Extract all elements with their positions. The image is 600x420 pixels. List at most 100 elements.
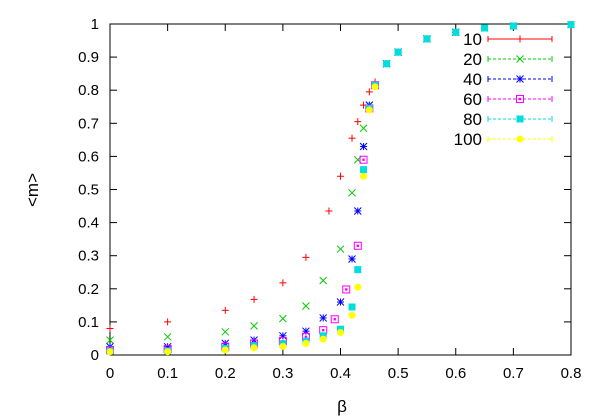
data-point: [106, 348, 114, 356]
data-point: [360, 166, 368, 174]
data-point: [330, 315, 339, 324]
y-tick-label: 0.1: [78, 314, 99, 331]
y-tick-label: 1: [91, 16, 99, 33]
x-tick-label: 0.2: [215, 365, 236, 382]
data-point: [279, 331, 287, 340]
y-tick-label: 0.3: [78, 248, 99, 265]
legend-label: 40: [463, 70, 482, 89]
y-tick-label: 0.9: [78, 49, 99, 66]
data-point: [279, 342, 287, 350]
x-tick-label: 0.3: [272, 365, 293, 382]
data-point: [336, 298, 345, 306]
data-point: [106, 336, 114, 344]
data-point: [354, 118, 362, 126]
data-point: [354, 283, 362, 291]
x-tick-label: 0: [106, 365, 114, 382]
data-point: [359, 142, 368, 151]
x-tick-label: 0.7: [503, 365, 524, 382]
x-axis-ticks: 0 0.1 0.2 0.3 0.4 0.5 0.6 0.7 0.8: [106, 24, 582, 382]
data-point: [250, 322, 258, 330]
series-20: [106, 20, 575, 344]
data-point: [567, 21, 575, 29]
data-point: [336, 245, 345, 253]
legend-entry-40: 40: [463, 70, 553, 89]
data-point: [348, 134, 356, 142]
data-point: [302, 302, 310, 310]
legend-label: 10: [463, 30, 482, 49]
series-100: [106, 83, 379, 356]
data-point: [302, 253, 310, 261]
data-point: [423, 35, 431, 43]
y-tick-label: 0.5: [78, 182, 99, 199]
data-point: [365, 106, 373, 114]
y-tick-label: 0.2: [78, 281, 99, 298]
legend-marker: [516, 75, 524, 83]
legend-marker: [516, 95, 524, 103]
data-point: [371, 83, 379, 91]
legend-marker: [516, 115, 524, 123]
data-points: [106, 20, 575, 356]
y-tick-label: 0.4: [78, 215, 99, 232]
legend-label: 80: [463, 110, 482, 129]
legend-marker: [516, 135, 524, 143]
data-point: [348, 255, 356, 263]
data-point: [325, 207, 333, 215]
x-tick-label: 0.1: [157, 365, 178, 382]
data-point: [348, 303, 356, 311]
x-tick-label: 0.5: [388, 365, 409, 382]
data-point: [279, 314, 287, 323]
data-point: [509, 22, 517, 30]
data-point: [360, 172, 368, 180]
data-point: [164, 318, 172, 326]
data-point: [221, 346, 229, 354]
data-point: [342, 285, 351, 294]
x-tick-label: 0.4: [330, 365, 351, 382]
data-point: [359, 155, 368, 164]
data-point: [354, 266, 362, 274]
legend-entry-60: 60: [463, 90, 553, 109]
data-point: [394, 48, 402, 56]
data-point: [319, 276, 328, 285]
data-point: [250, 295, 258, 303]
data-point: [250, 344, 258, 352]
data-point: [359, 124, 368, 133]
data-point: [279, 279, 287, 287]
data-point: [353, 241, 362, 250]
legend-marker: [516, 55, 524, 63]
data-point: [221, 306, 229, 314]
y-tick-label: 0.8: [78, 82, 99, 99]
data-point: [383, 60, 391, 68]
data-point: [319, 314, 328, 322]
y-tick-label: 0.6: [78, 148, 99, 165]
y-axis-label: <m>: [23, 173, 42, 207]
data-point: [452, 28, 460, 36]
legend-entry-10: 10: [463, 30, 553, 49]
x-tick-label: 0.8: [561, 365, 582, 382]
data-point: [337, 172, 344, 180]
y-tick-label: 0.7: [78, 115, 99, 132]
data-point: [163, 332, 172, 341]
legend-entry-80: 80: [463, 110, 553, 129]
series-10: [106, 21, 575, 333]
y-tick-label: 0: [91, 347, 99, 364]
data-point: [348, 188, 356, 197]
legend-marker: [516, 35, 524, 43]
series-60: [106, 81, 380, 355]
data-point: [337, 328, 344, 336]
x-tick-label: 0.6: [445, 365, 466, 382]
data-point: [106, 325, 114, 333]
y-axis-ticks: 0 0.1 0.2 0.3 0.4 0.5 0.6 0.7 0.8 0.9 1: [78, 16, 571, 364]
legend-entry-20: 20: [463, 50, 553, 69]
legend-label: 60: [463, 90, 482, 109]
data-point: [348, 311, 356, 319]
data-point: [302, 339, 310, 347]
series-40: [106, 28, 460, 351]
data-point: [221, 327, 230, 336]
x-axis-label: β: [337, 397, 347, 416]
data-point: [481, 24, 489, 32]
legend-label: 20: [463, 50, 482, 69]
data-point: [353, 207, 362, 215]
legend-entry-100: 100: [454, 130, 553, 149]
